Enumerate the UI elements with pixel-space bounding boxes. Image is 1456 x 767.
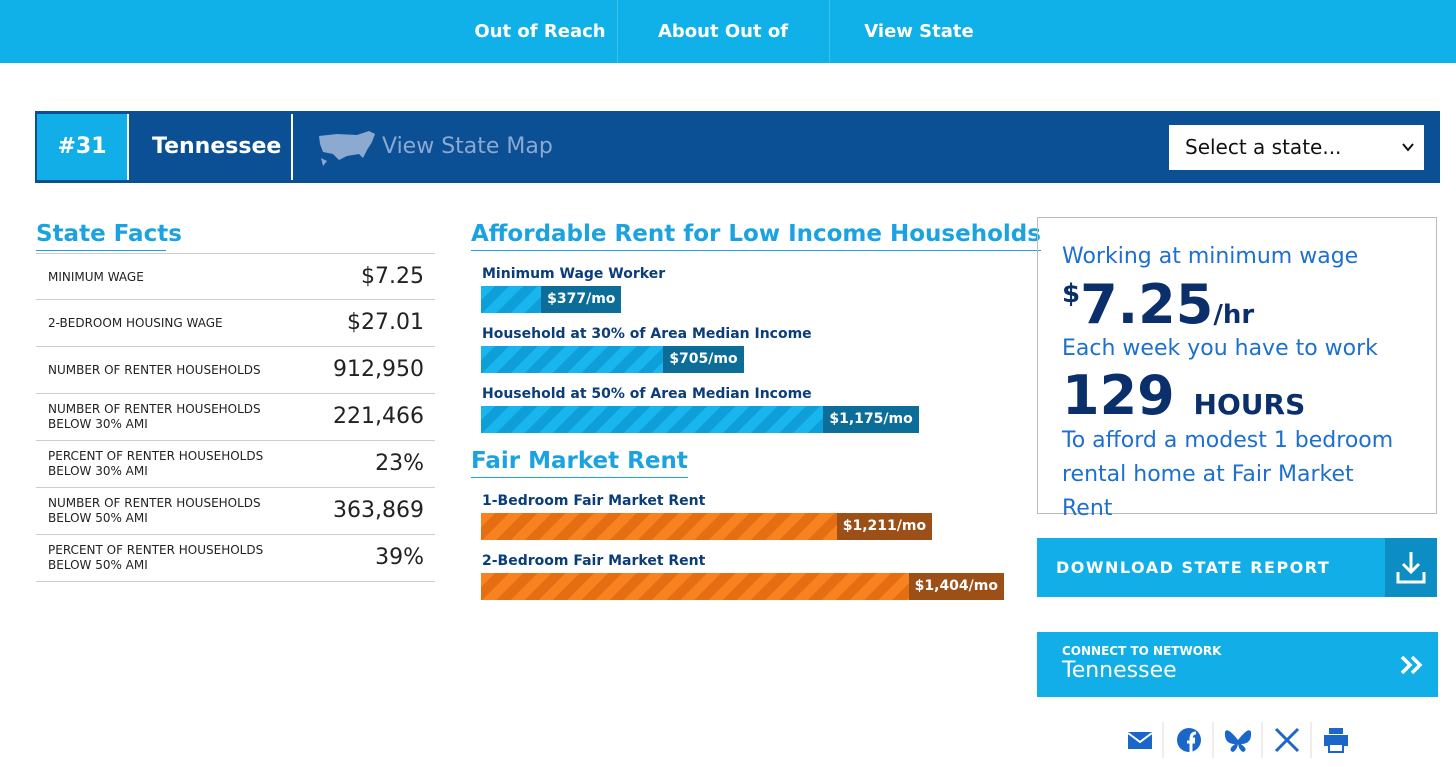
separator (127, 114, 129, 180)
hours-value: 129 (1062, 364, 1175, 427)
fact-label: PERCENT OF RENTER HOUSEHOLDS BELOW 30% A… (48, 449, 264, 478)
bar-label: 2-Bedroom Fair Market Rent (482, 553, 706, 569)
chevrons (1400, 655, 1423, 675)
section-title: Affordable Rent for Low Income Household… (471, 221, 1041, 251)
bar: $705/mo (481, 346, 744, 373)
work-hours-box: Working at minimum wage $7.25/hr Each we… (1037, 217, 1437, 521)
hours: 129 HOURS (1062, 366, 1305, 435)
button-label: DOWNLOAD STATE REPORT (1056, 558, 1331, 577)
bar: $1,175/mo (481, 406, 919, 433)
bar-label: Household at 50% of Area Median Income (482, 386, 812, 402)
select-text: Select a state... (1185, 135, 1342, 159)
state-bar: #31 Tennessee View State Map Select a st… (35, 111, 1440, 183)
bar: $377/mo (481, 286, 622, 313)
separator (291, 114, 293, 180)
nav-link[interactable]: Out of Reach (474, 21, 606, 42)
fact-label: NUMBER OF RENTER HOUSEHOLDS (48, 362, 261, 377)
chevron (1402, 143, 1414, 152)
hours-unit: HOURS (1193, 388, 1306, 421)
text: Working at minimum wage (1062, 244, 1359, 269)
nav-separator (829, 0, 830, 63)
wage: $7.25/hr (1062, 276, 1254, 344)
fact-value: 221,466 (333, 404, 424, 429)
download-icon (1385, 538, 1437, 597)
currency: $ (1062, 279, 1081, 309)
bar-value-label: $1,175/mo (823, 406, 919, 433)
section-title: State Facts (36, 221, 182, 251)
print-icon[interactable] (1324, 728, 1348, 753)
fact-row: NUMBER OF RENTER HOUSEHOLDS 912,950 (36, 347, 435, 394)
text: To afford a modest 1 bedroom rental home… (1062, 428, 1394, 521)
fact-row: 2-BEDROOM HOUSING WAGE $27.01 (36, 300, 435, 347)
button-label: CONNECT TO NETWORK (1062, 644, 1222, 658)
wage-unit: /hr (1213, 300, 1255, 330)
state-name: Tennessee (152, 134, 282, 159)
bar: $1,211/mo (481, 513, 933, 540)
bar-value-label: $377/mo (541, 286, 622, 313)
x-icon[interactable] (1274, 727, 1300, 753)
fact-row: NUMBER OF RENTER HOUSEHOLDS BELOW 50% AM… (36, 488, 435, 535)
fact-label: 2-BEDROOM HOUSING WAGE (48, 315, 223, 330)
fact-value: $7.25 (361, 264, 424, 289)
connect-button[interactable]: CONNECT TO NETWORK Tennessee (1037, 632, 1438, 697)
state-select[interactable]: Select a state... (1169, 125, 1424, 170)
share-icons (1127, 722, 1348, 758)
fact-row: MINIMUM WAGE $7.25 (36, 253, 435, 300)
section-title: Fair Market Rent (471, 448, 688, 478)
facebook-icon[interactable] (1177, 728, 1201, 752)
fact-row: NUMBER OF RENTER HOUSEHOLDS BELOW 30% AM… (36, 394, 435, 441)
state-rank: #31 (37, 114, 127, 180)
fact-value: 23% (375, 451, 424, 476)
nav-link[interactable]: About Out of Reach (657, 21, 789, 105)
text: Each week you have to work (1062, 336, 1378, 361)
wage-value: 7.25 (1080, 273, 1214, 336)
bar-value-label: $1,211/mo (836, 513, 933, 540)
fact-label: NUMBER OF RENTER HOUSEHOLDS BELOW 30% AM… (48, 402, 261, 431)
button-state: Tennessee (1062, 658, 1177, 683)
bar-label: 1-Bedroom Fair Market Rent (482, 493, 706, 509)
fact-row: PERCENT OF RENTER HOUSEHOLDS BELOW 50% A… (36, 535, 435, 582)
view-map-link[interactable]: View State Map (382, 134, 553, 159)
fact-row: PERCENT OF RENTER HOUSEHOLDS BELOW 30% A… (36, 441, 435, 488)
fact-value: $27.01 (347, 310, 424, 335)
fact-label: PERCENT OF RENTER HOUSEHOLDS BELOW 50% A… (48, 543, 264, 572)
nav-separator (617, 0, 618, 63)
fact-value: 363,869 (333, 498, 424, 523)
bar-label: Minimum Wage Worker (482, 266, 666, 282)
nav-link[interactable]: View State Data (864, 21, 974, 105)
icon (1396, 552, 1426, 584)
top-nav: Out of Reach About Out of Reach View Sta… (0, 0, 1456, 105)
bar-value-label: $705/mo (663, 346, 744, 373)
fact-label: MINIMUM WAGE (48, 269, 144, 284)
bluesky-icon[interactable] (1224, 730, 1252, 752)
us-map-icon (319, 131, 375, 166)
fact-value: 912,950 (333, 357, 424, 382)
email-icon[interactable] (1127, 732, 1153, 749)
fact-value: 39% (375, 545, 424, 570)
bar-label: Household at 30% of Area Median Income (482, 326, 812, 342)
download-button[interactable]: DOWNLOAD STATE REPORT (1037, 538, 1437, 597)
bar: $1,404/mo (481, 573, 1004, 600)
bar-value-label: $1,404/mo (908, 573, 1004, 600)
fact-label: NUMBER OF RENTER HOUSEHOLDS BELOW 50% AM… (48, 496, 261, 525)
